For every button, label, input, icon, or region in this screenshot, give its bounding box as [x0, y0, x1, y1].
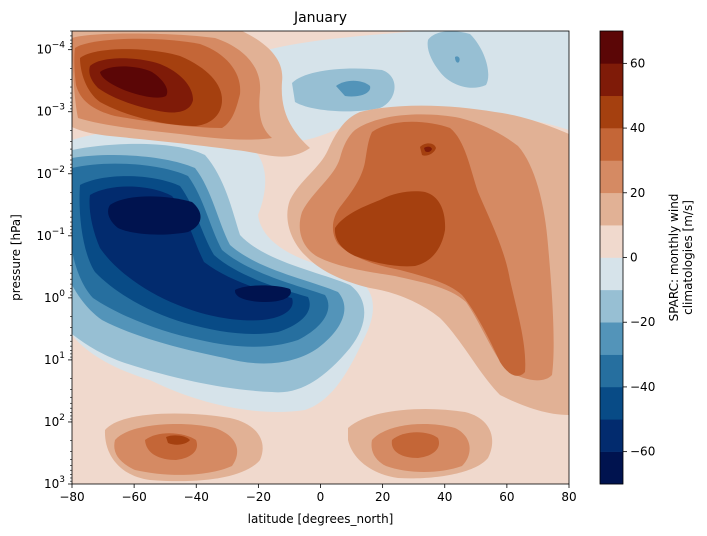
x-tick-label: 40 — [437, 490, 452, 504]
x-tick-label: 20 — [375, 490, 390, 504]
colorbar-tick-label: 0 — [630, 251, 638, 265]
y-tick-label: 10−2 — [36, 165, 65, 181]
y-tick-label: 10−3 — [36, 103, 65, 119]
plot-area — [72, 31, 569, 484]
colorbar-swatch — [600, 128, 623, 161]
contour-band-minus30-to-minus20 — [336, 80, 371, 97]
colorbar-swatch — [600, 354, 623, 388]
y-tick-label: 10−4 — [36, 41, 65, 57]
colorbar-swatch — [600, 160, 623, 194]
contour-band-40-to-50 — [334, 191, 446, 267]
chart-title: January — [293, 10, 347, 26]
colorbar-swatch — [600, 322, 623, 355]
x-axis-label: latitude [degrees_north] — [248, 512, 394, 526]
y-tick-label: 103 — [44, 475, 65, 491]
colorbar — [600, 31, 623, 485]
colorbar-swatch — [600, 419, 623, 452]
colorbar-swatch — [600, 63, 623, 97]
y-tick-label: 101 — [44, 351, 65, 367]
colorbar-label-line-2: climatologies [m/s] — [681, 200, 695, 315]
colorbar-tick-label: 20 — [630, 186, 645, 200]
x-tick-label: −40 — [184, 490, 209, 504]
colorbar-swatch — [600, 192, 623, 226]
colorbar-ticks: 60 40 20 0 −20 −40 −60 — [623, 56, 655, 459]
contour-band-below-minus60 — [234, 285, 291, 302]
colorbar-swatch — [600, 386, 623, 420]
contour-band-40-to-50 — [166, 435, 190, 445]
x-tick-label: −60 — [121, 490, 146, 504]
x-tick-label: 80 — [561, 490, 576, 504]
colorbar-tick-label: 60 — [630, 56, 645, 70]
colorbar-tick-label: 40 — [630, 121, 645, 135]
x-tick-label: −20 — [246, 490, 271, 504]
colorbar-tick-label: −20 — [630, 315, 655, 329]
x-axis: −80 −60 −40 −20 0 20 40 60 80 — [59, 484, 577, 504]
colorbar-tick-label: −40 — [630, 380, 655, 394]
contour-band-minus10-to-0 — [249, 31, 569, 141]
x-tick-label: 60 — [499, 490, 514, 504]
x-tick-label: 0 — [317, 490, 325, 504]
contour-band-60-to-70 — [100, 66, 168, 98]
colorbar-label-line-1: SPARC: monthly wind — [667, 194, 681, 322]
y-tick-label: 10−1 — [36, 227, 65, 243]
y-axis-minor-ticks — [70, 30, 72, 482]
colorbar-swatch — [600, 451, 623, 485]
colorbar-tick-label: −60 — [630, 445, 655, 459]
contour-band-30-to-40 — [391, 432, 440, 458]
colorbar-swatch — [600, 225, 623, 258]
y-tick-label: 100 — [44, 289, 65, 305]
colorbar-swatch — [600, 31, 623, 64]
y-axis-label: pressure [hPa] — [9, 214, 23, 301]
colorbar-swatch — [600, 95, 623, 129]
y-axis: 10−4 10−3 10−2 10−1 100 101 102 103 — [36, 41, 72, 491]
contour-band-minus30-to-minus20 — [455, 56, 460, 63]
contour-band-50-to-60 — [424, 146, 432, 153]
colorbar-swatch — [600, 257, 623, 291]
colorbar-swatch — [600, 289, 623, 323]
contour-band-below-minus60 — [108, 196, 201, 235]
y-tick-label: 102 — [44, 413, 65, 429]
x-tick-label: −80 — [59, 490, 84, 504]
